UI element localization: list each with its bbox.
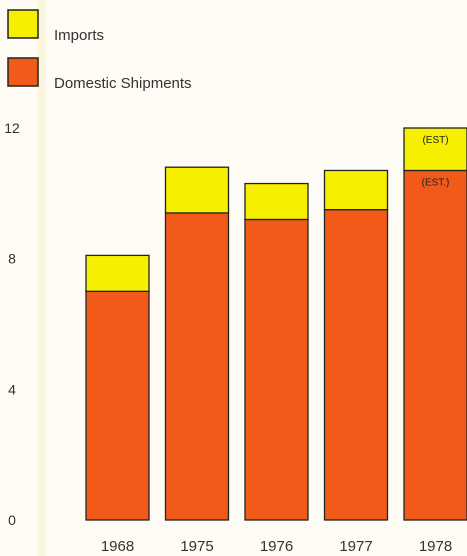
bar-domestic-shipments-1978: [403, 169, 467, 521]
x-tick-label-1978: 1978: [419, 538, 452, 555]
legend-label-imports: Imports: [54, 27, 104, 44]
x-axis: 1968 1975 1976 1977 1978: [101, 538, 452, 555]
bar-imports-1976: [244, 182, 309, 221]
margin-stripe: [38, 0, 46, 556]
bar-domestic-shipments-1975: [164, 212, 230, 521]
legend-swatch-domestic: [7, 57, 39, 87]
bar-domestic-shipments-1968: [85, 290, 150, 521]
x-tick-label-1975: 1975: [180, 538, 213, 555]
y-tick-label-4: 4: [8, 381, 16, 397]
annotation-imports-1978: (EST): [422, 135, 448, 146]
x-tick-label-1968: 1968: [101, 538, 134, 555]
x-tick-label-1977: 1977: [339, 538, 372, 555]
bar-domestic-shipments-1977: [323, 209, 389, 521]
legend: Imports Domestic Shipments: [7, 9, 192, 92]
annotation-domestic-shipments-1978: (EST.): [422, 177, 450, 188]
bar-imports-1978: [403, 127, 467, 172]
y-axis: 0 4 8 12: [4, 120, 20, 528]
y-tick-label-12: 12: [4, 120, 20, 136]
legend-swatch-imports: [7, 9, 39, 39]
bars: (EST.) (EST): [85, 127, 467, 521]
bar-imports-1977: [323, 169, 389, 211]
y-tick-label-0: 0: [8, 512, 16, 528]
bar-domestic-shipments-1976: [244, 218, 309, 521]
x-tick-label-1976: 1976: [260, 538, 293, 555]
y-tick-label-8: 8: [8, 251, 16, 267]
bar-imports-1975: [164, 166, 230, 214]
legend-label-domestic: Domestic Shipments: [54, 75, 192, 92]
bar-imports-1968: [85, 254, 150, 292]
